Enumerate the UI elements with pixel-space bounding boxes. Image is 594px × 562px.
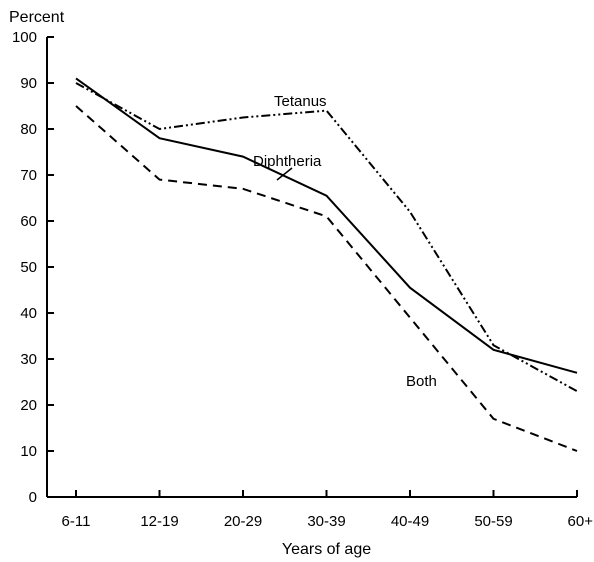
y-tick-label: 30 xyxy=(20,351,37,368)
x-tick-label: 40-49 xyxy=(391,513,429,530)
y-tick-label: 60 xyxy=(20,213,37,230)
y-tick-label: 10 xyxy=(20,443,37,460)
series-line-tetanus xyxy=(75,82,578,393)
x-ticks: 6-11 12-19 20-29 30-39 40-49 50-59 60+ xyxy=(62,490,594,530)
x-tick-label: 30-39 xyxy=(307,513,345,530)
y-tick-label: 20 xyxy=(20,397,37,414)
y-tick-label: 0 xyxy=(29,489,37,506)
y-tick-label: 50 xyxy=(20,259,37,276)
x-tick-label: 6-11 xyxy=(62,513,91,530)
x-tick-label: 50-59 xyxy=(474,513,512,530)
y-tick-label: 100 xyxy=(12,29,37,46)
series-line-diphtheria xyxy=(75,77,578,374)
series-lines xyxy=(75,77,578,452)
series-label-both: Both xyxy=(406,373,437,390)
y-axis-title: Percent xyxy=(9,9,65,26)
y-tick-label: 40 xyxy=(20,305,37,322)
series-label-diphtheria: Diphtheria xyxy=(253,153,322,170)
x-tick-label: 20-29 xyxy=(224,513,262,530)
x-tick-label: 12-19 xyxy=(140,513,178,530)
y-tick-label: 90 xyxy=(20,75,37,92)
y-tick-label: 80 xyxy=(20,121,37,138)
y-ticks: 0 10 20 30 40 50 60 70 80 90 100 xyxy=(12,29,54,506)
x-tick-label: 60+ xyxy=(568,513,594,530)
y-tick-label: 70 xyxy=(20,167,37,184)
series-labels: Tetanus Diphtheria Both xyxy=(253,93,437,390)
series-label-tetanus: Tetanus xyxy=(274,93,327,110)
x-axis-title: Years of age xyxy=(282,541,371,558)
series-line-both xyxy=(75,105,578,452)
diphtheria-leader-line xyxy=(276,167,293,181)
